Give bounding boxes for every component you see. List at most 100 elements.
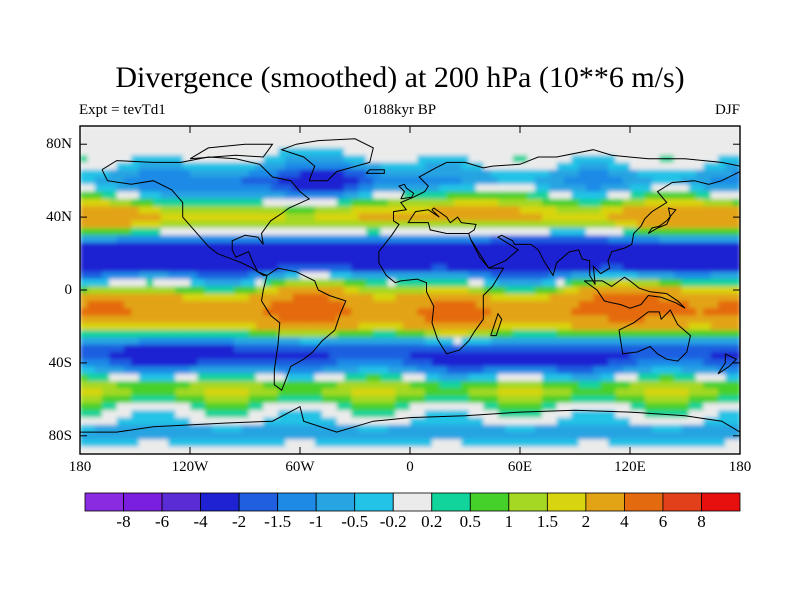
y-tick-label: 80N xyxy=(46,136,72,153)
field-cell xyxy=(80,147,88,156)
field-cell xyxy=(718,322,726,331)
field-cell xyxy=(593,344,602,353)
field-cell xyxy=(718,439,726,448)
field-cell xyxy=(153,198,162,207)
field-cell xyxy=(131,381,140,389)
field-cell xyxy=(248,191,257,200)
field-cell xyxy=(630,388,638,397)
field-cell xyxy=(168,155,176,164)
field-cell xyxy=(512,388,521,397)
colorbar-swatch xyxy=(161,492,201,512)
field-cell xyxy=(212,177,220,185)
field-cell xyxy=(102,206,110,215)
field-cell xyxy=(212,337,220,346)
field-cell xyxy=(358,315,367,324)
field-cell xyxy=(256,432,264,440)
field-cell xyxy=(109,395,118,404)
field-cell xyxy=(292,220,301,229)
field-cell xyxy=(593,395,602,404)
field-cell xyxy=(212,432,220,440)
field-cell xyxy=(527,424,536,433)
field-cell xyxy=(674,388,682,397)
field-cell xyxy=(534,213,543,222)
field-cell xyxy=(300,228,308,236)
field-cell xyxy=(336,140,345,149)
field-cell xyxy=(388,213,396,222)
field-cell xyxy=(248,366,257,375)
field-cell xyxy=(534,293,543,302)
field-cell xyxy=(417,410,426,419)
field-cell xyxy=(212,315,220,324)
colorbar-swatch xyxy=(431,492,471,512)
field-cell xyxy=(446,257,455,266)
field-cell xyxy=(542,352,550,360)
field-cell xyxy=(718,352,726,360)
field-cell xyxy=(527,293,536,302)
field-cell xyxy=(542,388,550,397)
field-cell xyxy=(564,206,572,215)
field-cell xyxy=(270,220,279,229)
field-cell xyxy=(395,359,404,368)
field-cell xyxy=(476,140,484,149)
field-cell xyxy=(248,133,257,142)
field-cell xyxy=(556,147,565,156)
field-cell xyxy=(204,439,213,448)
field-cell xyxy=(417,184,426,193)
field-cell xyxy=(109,352,118,360)
field-cell xyxy=(432,286,440,295)
field-cell xyxy=(659,257,668,266)
field-cell xyxy=(556,359,565,368)
field-cell xyxy=(358,432,367,440)
field-cell xyxy=(373,439,382,448)
field-cell xyxy=(439,330,448,338)
field-cell xyxy=(652,300,660,309)
field-cell xyxy=(285,155,294,164)
field-cell xyxy=(483,293,492,302)
field-cell xyxy=(256,126,264,134)
field-cell xyxy=(520,228,528,236)
y-tick-label: 0 xyxy=(64,282,73,298)
field-cell xyxy=(124,381,132,389)
field-cell xyxy=(204,424,213,433)
field-cell xyxy=(175,213,184,222)
field-cell xyxy=(270,133,279,142)
field-cell xyxy=(549,424,558,433)
field-cell xyxy=(549,432,558,440)
field-cell xyxy=(380,249,389,258)
field-cell xyxy=(373,322,382,331)
field-cell xyxy=(439,373,448,382)
field-cell xyxy=(168,206,176,215)
field-cell xyxy=(505,177,514,185)
field-cell xyxy=(300,352,308,360)
field-cell xyxy=(424,330,433,338)
field-cell xyxy=(644,191,653,200)
field-cell xyxy=(226,126,235,134)
field-cell xyxy=(571,446,580,454)
field-cell xyxy=(630,257,638,266)
field-cell xyxy=(703,213,712,222)
field-cell xyxy=(146,424,154,433)
field-cell xyxy=(182,206,191,215)
field-cell xyxy=(578,169,587,178)
field-cell xyxy=(160,206,169,215)
field-cell xyxy=(322,359,330,368)
field-cell xyxy=(388,373,396,382)
field-cell xyxy=(424,242,433,251)
field-cell xyxy=(168,133,176,142)
field-cell xyxy=(234,162,242,171)
field-cell xyxy=(732,410,740,419)
field-cell xyxy=(615,432,624,440)
field-cell xyxy=(234,373,242,382)
field-cell xyxy=(322,300,330,309)
field-cell xyxy=(175,286,184,295)
field-cell xyxy=(197,286,206,295)
field-cell xyxy=(395,337,404,346)
field-cell xyxy=(373,388,382,397)
field-cell xyxy=(234,198,242,207)
field-cell xyxy=(410,235,418,244)
field-cell xyxy=(94,352,103,360)
field-cell xyxy=(556,235,565,244)
field-cell xyxy=(248,432,257,440)
field-cell xyxy=(197,257,206,266)
field-cell xyxy=(336,162,345,171)
